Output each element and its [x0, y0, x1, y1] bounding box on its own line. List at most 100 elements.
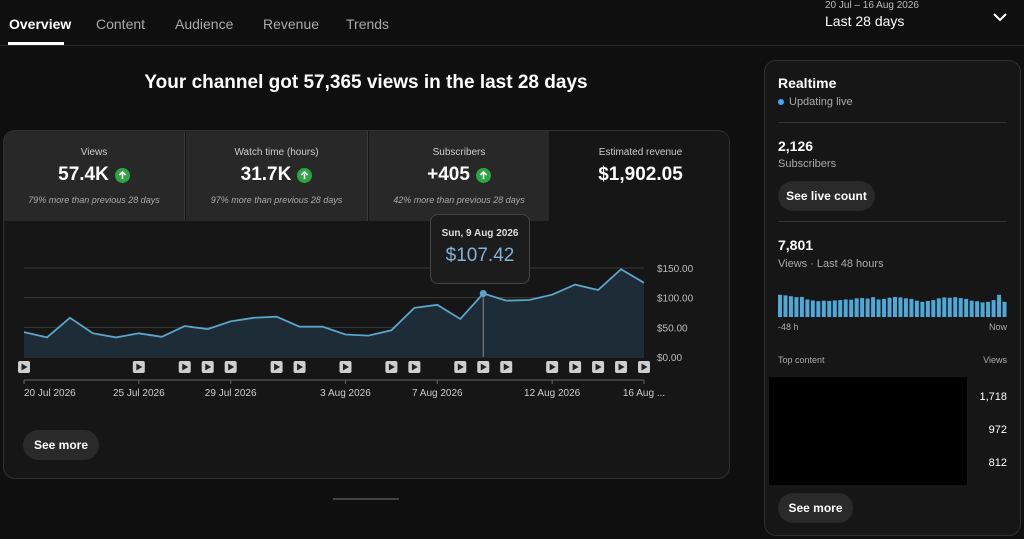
histogram-end-label: Now: [988, 322, 1007, 332]
histogram-bar: [799, 296, 804, 317]
play-icon: [274, 363, 281, 371]
metric-revenue[interactable]: Estimated revenue $1,902.05: [550, 131, 729, 221]
histogram-bar: [778, 294, 782, 317]
tab-revenue[interactable]: Revenue: [263, 16, 320, 32]
revenue-chart[interactable]: $150.00 $100.00 $50.00 $0.00 20 Jul 2026 25 J…: [4, 221, 730, 421]
realtime-subscribers: 2,126: [778, 138, 814, 154]
x-tick-label: 3 Aug 2026: [320, 388, 371, 399]
histogram-bar: [997, 294, 1002, 317]
histogram-bar: [843, 299, 848, 317]
histogram-bar: [986, 301, 991, 317]
play-icon: [549, 363, 556, 371]
histogram-bar: [991, 300, 996, 317]
histogram-bar: [975, 301, 980, 317]
top-content-views: 812: [988, 457, 1007, 469]
histogram-start-label: -48 h: [778, 322, 799, 332]
see-more-button[interactable]: See more: [23, 430, 99, 460]
arrow-up-icon: [297, 167, 313, 183]
histogram-bar: [838, 300, 843, 317]
play-icon: [228, 363, 235, 371]
page-headline: Your channel got 57,365 views in the las…: [144, 72, 588, 93]
tooltip-value: $107.42: [445, 245, 515, 266]
play-icon: [411, 363, 418, 371]
histogram-bar: [964, 298, 969, 317]
top-content-thumbnails[interactable]: [769, 377, 967, 485]
play-icon: [182, 363, 189, 371]
play-icon: [480, 363, 487, 371]
arrow-up-icon: [114, 167, 130, 183]
metric-value: 57.4K: [58, 164, 109, 185]
histogram-bar: [788, 296, 793, 317]
realtime-views: 7,801: [778, 237, 814, 253]
histogram-bar: [876, 299, 881, 317]
top-tabs: Overview Content Audience Revenue Trends: [0, 0, 1024, 46]
chevron-down-icon[interactable]: [992, 10, 1008, 24]
histogram-bar: [903, 298, 908, 317]
divider: [778, 221, 1007, 222]
chart-tooltip: Sun, 9 Aug 2026 $107.42: [430, 214, 530, 284]
play-icon: [572, 363, 579, 371]
metric-label: Views: [80, 147, 108, 158]
play-icon: [503, 363, 510, 371]
top-content-views: 1,718: [979, 391, 1007, 403]
metric-value: +405: [427, 164, 470, 185]
metric-views[interactable]: Views 57.4K 79% more than previous 28 da…: [4, 131, 185, 221]
metric-watch-time[interactable]: Watch time (hours) 31.7K 97% more than p…: [186, 131, 368, 221]
play-icon: [641, 363, 648, 371]
active-tab-indicator: [8, 42, 64, 45]
tab-trends[interactable]: Trends: [346, 16, 390, 32]
metric-comparison: 42% more than previous 28 days: [393, 195, 525, 205]
histogram-bar: [942, 297, 947, 317]
carousel-indicator[interactable]: [333, 498, 399, 500]
metric-subscribers[interactable]: Subscribers +405 42% more than previous …: [369, 131, 549, 221]
x-tick-label: 25 Jul 2026: [113, 388, 165, 399]
play-icon: [388, 363, 395, 371]
histogram-bar: [1002, 301, 1007, 317]
histogram-bar: [849, 299, 854, 317]
top-content-label: Top content: [778, 355, 825, 365]
histogram-bar: [827, 300, 832, 317]
top-content-views: 972: [988, 424, 1007, 436]
live-dot-icon: [778, 99, 784, 105]
y-tick-label: $150.00: [657, 264, 694, 275]
histogram-bar: [887, 297, 892, 317]
histogram-bar: [805, 299, 810, 317]
play-icon: [21, 363, 28, 371]
x-tick-label: 16 Aug ...: [623, 388, 665, 399]
histogram-bar: [920, 301, 925, 317]
histogram-bar: [832, 300, 837, 317]
realtime-subscribers-label: Subscribers: [778, 158, 837, 170]
x-tick-label: 12 Aug 2026: [524, 388, 581, 399]
histogram-bar: [816, 301, 821, 317]
histogram-bar: [821, 300, 826, 317]
histogram-bar: [931, 300, 936, 317]
histogram-bar: [794, 297, 799, 317]
overview-card: Views 57.4K 79% more than previous 28 da…: [3, 130, 730, 479]
histogram-bar: [925, 300, 930, 317]
play-icon: [136, 363, 143, 371]
tab-overview[interactable]: Overview: [9, 16, 72, 32]
top-content-views-header: Views: [983, 355, 1007, 365]
play-icon: [618, 363, 625, 371]
histogram-bar: [958, 298, 963, 317]
metric-value: 31.7K: [240, 164, 292, 185]
metric-value: $1,902.05: [598, 164, 683, 185]
histogram-bar: [980, 302, 985, 317]
y-tick-label: $50.00: [657, 323, 688, 334]
play-icon: [342, 363, 349, 371]
realtime-status: Updating live: [789, 96, 853, 108]
series-area: [24, 269, 644, 357]
date-range-selector[interactable]: 20 Jul – 16 Aug 2026 Last 28 days: [825, 0, 919, 29]
play-icon: [297, 363, 304, 371]
realtime-see-more-button[interactable]: See more: [778, 493, 853, 523]
tooltip-date: Sun, 9 Aug 2026: [441, 228, 519, 239]
x-tick-label: 20 Jul 2026: [24, 388, 76, 399]
metric-comparison: 79% more than previous 28 days: [28, 195, 160, 205]
histogram-bar: [860, 298, 865, 317]
tab-content[interactable]: Content: [96, 16, 146, 32]
realtime-views-histogram[interactable]: [778, 283, 1008, 317]
tab-audience[interactable]: Audience: [175, 16, 234, 32]
metric-label: Estimated revenue: [598, 147, 683, 158]
highlight-point: [479, 290, 487, 298]
see-live-count-button[interactable]: See live count: [778, 181, 875, 211]
